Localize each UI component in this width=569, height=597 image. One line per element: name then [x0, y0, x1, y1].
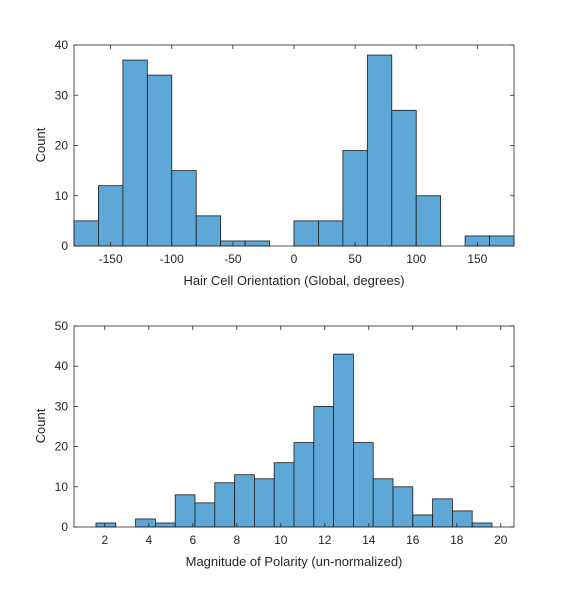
x-tick-label: 100 [406, 252, 426, 266]
histogram-bar [174, 494, 196, 528]
histogram-bar [293, 220, 319, 247]
histogram-bar [313, 405, 334, 528]
y-tick-label: 50 [55, 319, 69, 333]
histogram-bar [253, 478, 275, 528]
histogram-bar [489, 235, 515, 247]
histogram-bar [195, 215, 222, 247]
y-tick-label: 20 [55, 139, 69, 153]
x-tick-label: 20 [494, 533, 508, 547]
histogram-bar [471, 522, 493, 528]
histogram-bar [318, 220, 344, 247]
x-tick-label: 16 [406, 533, 420, 547]
histogram-bar [146, 74, 173, 247]
orientation-histogram-axes: Hair Cell Orientation (Global, degrees) … [33, 38, 515, 288]
x-tick-label: 6 [189, 533, 196, 547]
y-axis-label: Count [33, 127, 48, 162]
y-tick-label: 0 [61, 520, 68, 534]
y-tick-label: 20 [55, 440, 69, 454]
histogram-bar [293, 442, 315, 528]
x-tick-label: -150 [99, 252, 123, 266]
histogram-bar [273, 462, 295, 528]
histogram-bar [171, 170, 197, 247]
x-tick-label: 18 [450, 533, 464, 547]
histogram-bar [244, 240, 270, 247]
y-tick-label: 30 [55, 88, 69, 102]
histogram-bar [352, 442, 374, 528]
histogram-bar [194, 502, 216, 528]
x-tick-label: 14 [362, 533, 376, 547]
x-tick-label: 2 [101, 533, 108, 547]
x-tick-label: 8 [233, 533, 240, 547]
histogram-bar [98, 185, 124, 247]
histogram-bar [415, 195, 442, 247]
y-tick-label: 40 [55, 38, 69, 52]
histogram-bar [234, 474, 255, 528]
y-axis-label: Count [33, 408, 48, 443]
histogram-bar [432, 498, 453, 528]
y-tick-label: 0 [61, 239, 68, 253]
histogram-bar [342, 150, 368, 247]
histogram-bar [73, 220, 99, 247]
histogram-bar [392, 486, 414, 528]
histogram-bar [451, 510, 473, 528]
histogram-bar [95, 522, 117, 528]
x-axis-label: Magnitude of Polarity (un-normalized) [186, 554, 403, 569]
x-tick-label: 12 [318, 533, 332, 547]
histogram-bar [154, 522, 176, 528]
x-tick-label: 10 [274, 533, 288, 547]
histogram-bar [333, 353, 354, 528]
x-tick-label: 0 [291, 252, 298, 266]
polarity-histogram-axes: Magnitude of Polarity (un-normalized) Co… [33, 319, 515, 569]
histogram-bar [391, 109, 417, 247]
x-tick-label: 50 [348, 252, 362, 266]
histogram-bar [214, 482, 236, 528]
histogram-bar [366, 54, 393, 247]
axes-box [73, 325, 515, 528]
histogram-bar [135, 518, 156, 528]
x-axis-label: Hair Cell Orientation (Global, degrees) [183, 273, 404, 288]
histogram-bar [122, 59, 148, 247]
histogram-bar [372, 478, 394, 528]
y-tick-label: 40 [55, 359, 69, 373]
y-tick-label: 30 [55, 399, 69, 413]
x-tick-label: 150 [467, 252, 487, 266]
x-tick-label: -50 [224, 252, 242, 266]
x-tick-label: 4 [145, 533, 152, 547]
histogram-bar [412, 514, 433, 528]
x-tick-label: -100 [160, 252, 184, 266]
y-tick-label: 10 [55, 189, 69, 203]
y-tick-label: 10 [55, 480, 69, 494]
